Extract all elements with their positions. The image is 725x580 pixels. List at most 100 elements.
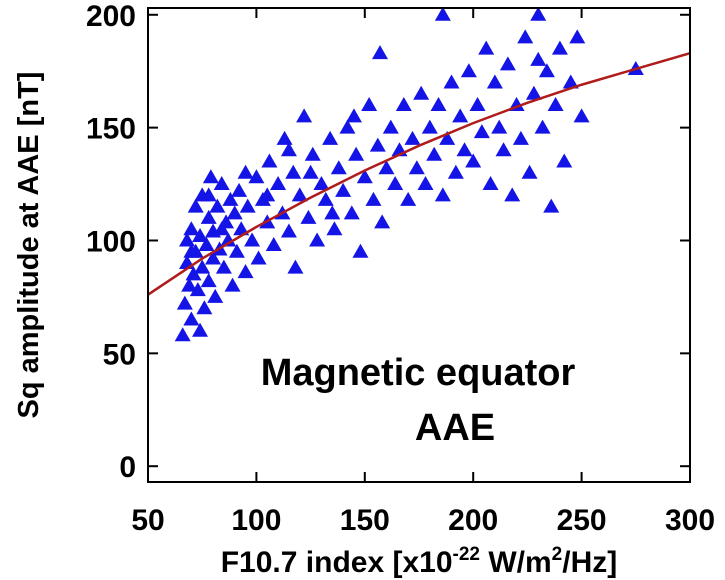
y-tick-label: 0 (119, 451, 136, 484)
point (302, 164, 319, 179)
point (192, 322, 209, 337)
point (569, 29, 586, 44)
point (530, 8, 547, 21)
point (322, 130, 339, 145)
point (408, 160, 425, 175)
point (270, 176, 287, 191)
point (291, 187, 308, 202)
y-axis-label: Sq amplitude at AAE [nT] (13, 72, 45, 419)
label-part: -22 (453, 544, 480, 565)
y-tick-label: 50 (103, 338, 136, 371)
x-tick-label: 100 (231, 504, 281, 537)
point (361, 97, 378, 112)
point (369, 137, 386, 152)
point (304, 146, 321, 161)
point (374, 214, 391, 229)
x-tick-label: 50 (131, 504, 164, 537)
point (460, 63, 477, 78)
point (187, 198, 204, 213)
point (213, 221, 230, 236)
point (209, 198, 226, 213)
point (285, 164, 302, 179)
point (226, 205, 243, 220)
point (222, 191, 239, 206)
point (194, 259, 211, 274)
point (378, 160, 395, 175)
point (287, 259, 304, 274)
point (443, 74, 460, 89)
point (352, 243, 369, 258)
point (556, 153, 573, 168)
point (447, 164, 464, 179)
point (259, 187, 276, 202)
point (417, 176, 434, 191)
point (534, 119, 551, 134)
point (207, 288, 224, 303)
point (174, 327, 191, 342)
x-tick-label: 200 (448, 504, 498, 537)
point (233, 221, 250, 236)
point (213, 176, 230, 191)
x-tick-label: 300 (665, 504, 715, 537)
point (261, 153, 278, 168)
point (248, 169, 265, 184)
point (395, 97, 412, 112)
point (551, 40, 568, 55)
point (491, 119, 508, 134)
point (469, 97, 486, 112)
point (525, 85, 542, 100)
plot-area (148, 8, 690, 342)
point (434, 8, 451, 21)
point (495, 142, 512, 157)
point (543, 198, 560, 213)
plot-frame (147, 7, 691, 483)
point (473, 124, 490, 139)
point (200, 187, 217, 202)
point (482, 176, 499, 191)
point (250, 250, 267, 265)
fit-line (148, 51, 690, 296)
point (387, 176, 404, 191)
point (317, 191, 334, 206)
point (547, 97, 564, 112)
point (244, 232, 261, 247)
point (465, 153, 482, 168)
label-part: W/m (480, 546, 552, 579)
annotation: AAE (415, 407, 495, 449)
point (426, 146, 443, 161)
point (517, 29, 534, 44)
point (192, 227, 209, 242)
point (185, 266, 202, 281)
y-tick-label: 100 (86, 225, 136, 258)
point (400, 191, 417, 206)
point (179, 232, 196, 247)
point (343, 205, 360, 220)
x-tick-label: 250 (557, 504, 607, 537)
point (434, 187, 451, 202)
point (413, 85, 430, 100)
point (499, 56, 516, 71)
point (345, 108, 362, 123)
point (330, 160, 347, 175)
point (486, 74, 503, 89)
point (215, 259, 232, 274)
point (200, 273, 217, 288)
point (530, 51, 547, 66)
point (224, 277, 241, 292)
point (356, 169, 373, 184)
point (521, 164, 538, 179)
point (309, 232, 326, 247)
point (439, 130, 456, 145)
point (562, 74, 579, 89)
point (296, 108, 313, 123)
point (196, 300, 213, 315)
point (237, 264, 254, 279)
point (183, 243, 200, 258)
point (239, 198, 256, 213)
label-part: /Hz] (562, 546, 617, 579)
point (339, 119, 356, 134)
point (348, 146, 365, 161)
point (504, 187, 521, 202)
annotation: Magnetic equator (261, 352, 576, 394)
